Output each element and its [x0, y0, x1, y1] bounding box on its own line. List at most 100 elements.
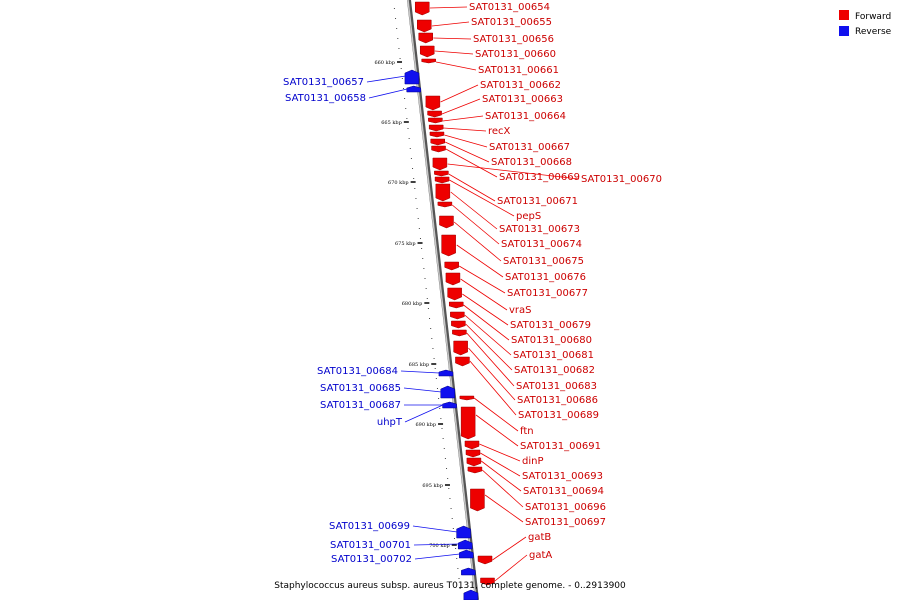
leader-line: [431, 21, 470, 27]
forward-feature: [444, 261, 459, 271]
gene-label-sat0131-00663[interactable]: SAT0131_00663: [482, 94, 563, 105]
gene-label-sat0131-00679[interactable]: SAT0131_00679: [510, 320, 591, 331]
forward-feature: [430, 138, 446, 146]
scale-ticks: 660 kbp 665 kbp 670 kbp 675 kbp 680 kbp 685 k…: [374, 8, 461, 589]
gene-label-sat0131-00670[interactable]: SAT0131_00670: [581, 174, 662, 185]
forward-feature: [450, 311, 465, 320]
gene-label-vras[interactable]: vraS: [509, 305, 532, 316]
gene-label-sat0131-00657[interactable]: SAT0131_00657: [283, 77, 364, 88]
backbone: [407, 0, 479, 600]
gene-label-sat0131-00660[interactable]: SAT0131_00660: [475, 49, 556, 60]
gene-label-uhpt[interactable]: uhpT: [377, 417, 403, 428]
forward-feature: [445, 272, 461, 286]
gene-label-sat0131-00673[interactable]: SAT0131_00673: [499, 224, 580, 235]
gene-label-sat0131-00662[interactable]: SAT0131_00662: [480, 80, 561, 91]
leader-line: [480, 452, 521, 477]
gene-label-ftn[interactable]: ftn: [520, 426, 534, 437]
leader-line: [449, 179, 515, 217]
reverse-feature: [461, 567, 476, 576]
forward-feature: [467, 466, 483, 474]
leader-line: [412, 525, 458, 533]
leader-line: [368, 88, 408, 99]
gene-label-sat0131-00667[interactable]: SAT0131_00667: [489, 142, 570, 153]
scale-tick-label: 685 kbp: [409, 362, 430, 368]
gene-label-sat0131-00669[interactable]: SAT0131_00669: [499, 172, 580, 183]
leader-line: [492, 536, 527, 561]
reverse-feature: [438, 369, 454, 377]
gene-label-sat0131-00677[interactable]: SAT0131_00677: [507, 288, 588, 299]
gene-label-sat0131-00697[interactable]: SAT0131_00697: [525, 517, 606, 528]
reverse-features: [404, 69, 479, 600]
leader-line: [414, 553, 460, 560]
gene-label-sat0131-00675[interactable]: SAT0131_00675: [503, 256, 584, 267]
gene-label-sat0131-00664[interactable]: SAT0131_00664: [485, 111, 566, 122]
gene-label-sat0131-00654[interactable]: SAT0131_00654: [469, 2, 550, 13]
gene-labels: SAT0131_00654 SAT0131_00655 SAT0131_00656 S…: [283, 2, 662, 582]
gene-label-sat0131-00676[interactable]: SAT0131_00676: [505, 272, 586, 283]
leader-line: [469, 360, 517, 416]
forward-feature: [425, 95, 441, 111]
leader-line: [494, 554, 528, 582]
gene-label-sat0131-00682[interactable]: SAT0131_00682: [514, 365, 595, 376]
forward-feature: [429, 131, 445, 138]
leader-line: [450, 191, 498, 230]
legend: Forward Reverse: [839, 10, 892, 37]
leader-line: [468, 347, 516, 401]
gene-label-sat0131-00686[interactable]: SAT0131_00686: [517, 395, 598, 406]
reverse-feature: [463, 589, 479, 600]
reverse-feature: [442, 401, 457, 409]
gene-label-sat0131-00699[interactable]: SAT0131_00699: [329, 521, 410, 532]
leader-line: [475, 414, 519, 447]
forward-feature: [419, 45, 435, 58]
leader-line: [464, 314, 512, 356]
gene-label-recx[interactable]: recX: [488, 126, 511, 137]
gene-label-sat0131-00680[interactable]: SAT0131_00680: [511, 335, 592, 346]
gene-label-sat0131-00656[interactable]: SAT0131_00656: [473, 34, 554, 45]
gene-label-sat0131-00702[interactable]: SAT0131_00702: [331, 554, 412, 565]
gene-label-sat0131-00685[interactable]: SAT0131_00685: [320, 383, 401, 394]
gene-label-sat0131-00696[interactable]: SAT0131_00696: [525, 502, 606, 513]
gene-label-sat0131-00689[interactable]: SAT0131_00689: [518, 410, 599, 421]
leader-line: [445, 148, 498, 178]
gene-label-gatb[interactable]: gatB: [528, 532, 551, 543]
gene-label-gata[interactable]: gatA: [529, 550, 552, 561]
leader-line: [463, 304, 510, 341]
gene-label-sat0131-00668[interactable]: SAT0131_00668: [491, 157, 572, 168]
gene-label-sat0131-00693[interactable]: SAT0131_00693: [522, 471, 603, 482]
leader-line: [413, 543, 459, 546]
leader-line: [404, 404, 444, 423]
gene-label-sat0131-00687[interactable]: SAT0131_00687: [320, 400, 401, 411]
gene-label-sat0131-00661[interactable]: SAT0131_00661: [478, 65, 559, 76]
forward-feature: [452, 329, 467, 337]
gene-label-sat0131-00655[interactable]: SAT0131_00655: [471, 17, 552, 28]
forward-feature: [448, 301, 464, 309]
gene-label-sat0131-00691[interactable]: SAT0131_00691: [520, 441, 601, 452]
forward-feature: [447, 287, 462, 301]
reverse-feature: [459, 549, 474, 559]
forward-feature: [428, 117, 443, 124]
leader-line: [484, 494, 524, 523]
gene-label-sat0131-00694[interactable]: SAT0131_00694: [523, 486, 604, 497]
gene-label-sat0131-00701[interactable]: SAT0131_00701: [330, 540, 411, 551]
leader-line: [451, 204, 500, 245]
gene-label-sat0131-00683[interactable]: SAT0131_00683: [516, 381, 597, 392]
forward-feature: [465, 449, 481, 458]
forward-feature: [477, 555, 493, 565]
gene-label-dinp[interactable]: dinP: [522, 456, 544, 467]
scale-tick-label: 695 kbp: [422, 483, 443, 489]
leader-line: [441, 98, 481, 115]
gene-label-sat0131-00671[interactable]: SAT0131_00671: [497, 196, 578, 207]
gene-label-sat0131-00681[interactable]: SAT0131_00681: [513, 350, 594, 361]
gene-label-peps[interactable]: pepS: [516, 211, 541, 222]
legend-reverse-label: Reverse: [855, 27, 892, 37]
gene-label-sat0131-00658[interactable]: SAT0131_00658: [285, 93, 366, 104]
leader-line: [429, 6, 468, 9]
forward-feature: [437, 201, 453, 208]
gene-label-sat0131-00674[interactable]: SAT0131_00674: [501, 239, 582, 250]
leader-line: [465, 323, 513, 371]
gene-label-sat0131-00684[interactable]: SAT0131_00684: [317, 366, 398, 377]
forward-feature: [460, 406, 476, 440]
leader-line: [443, 127, 487, 132]
reverse-feature: [440, 385, 455, 399]
